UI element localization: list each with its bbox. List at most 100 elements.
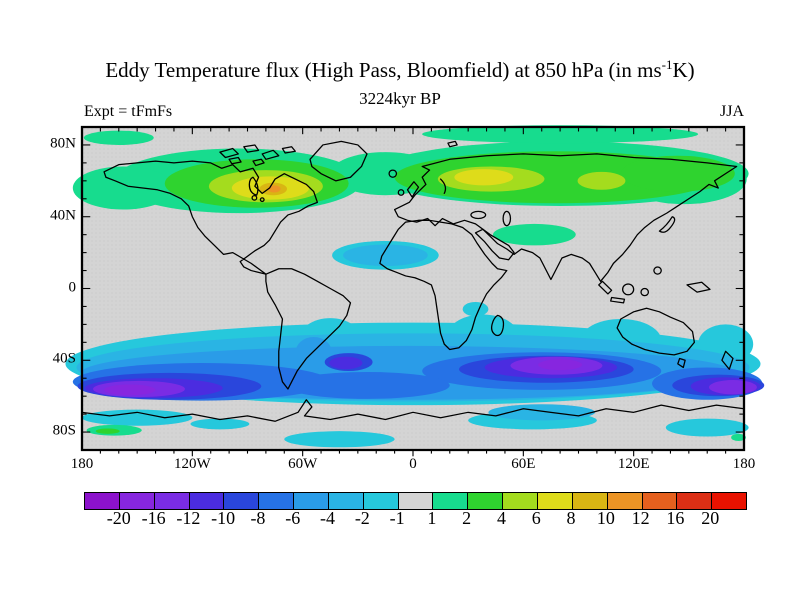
- contour-blob: [731, 433, 746, 442]
- figure-title: Eddy Temperature flux (High Pass, Bloomf…: [0, 57, 800, 83]
- lon-tick-label: 180: [732, 456, 756, 472]
- contour-blob: [492, 223, 576, 246]
- contour-blob: [709, 380, 757, 395]
- colorbar-cell: [537, 493, 573, 509]
- contour-blob: [422, 125, 699, 144]
- coastline: [653, 266, 662, 275]
- coastline: [616, 307, 695, 356]
- title-superscript: -1: [661, 57, 673, 72]
- map-plot-area: [65, 125, 765, 457]
- coastline: [309, 140, 368, 182]
- contour-blob: [665, 418, 749, 437]
- contour-blob: [343, 244, 428, 267]
- colorbar-tick-label: -2: [354, 508, 370, 528]
- title-suffix: K): [672, 58, 695, 82]
- contour-blob: [284, 371, 450, 399]
- colorbar-tick-label: 2: [462, 508, 472, 528]
- caspian-sea-outline: [502, 210, 512, 227]
- contour-blob: [454, 169, 514, 186]
- coastline: [640, 287, 650, 297]
- contour-blob: [267, 185, 281, 193]
- map-svg: [65, 125, 765, 457]
- contour-blob: [488, 404, 596, 421]
- coastline-group: [81, 140, 745, 422]
- lon-tick-label: 60E: [511, 456, 536, 472]
- contour-blob: [72, 166, 174, 210]
- coastline: [490, 314, 505, 337]
- colorbar-cell: [224, 493, 260, 509]
- contour-blob: [95, 428, 120, 434]
- coastline: [721, 350, 734, 370]
- colorbar-tick-label: 16: [666, 508, 685, 528]
- experiment-label: Expt = tFmFs: [84, 103, 173, 120]
- colorbar-cell: [363, 493, 399, 509]
- coastline: [393, 153, 738, 282]
- colorbar-cell: [433, 493, 469, 509]
- coastline: [406, 181, 420, 198]
- contour-blob: [83, 130, 154, 145]
- colorbar-tick-label: 12: [631, 508, 650, 528]
- colorbar-cell: [119, 493, 155, 509]
- colorbar-tick-label: 6: [531, 508, 541, 528]
- lon-tick-label: 60W: [288, 456, 318, 472]
- coastline: [103, 160, 319, 275]
- figure-subtitle: 3224kyr BP: [359, 89, 441, 108]
- colorbar-cell: [572, 493, 608, 509]
- colorbar-tick-label: -1: [389, 508, 405, 528]
- colorbar-cell: [398, 493, 434, 509]
- colorbar-tick-label: -10: [211, 508, 236, 528]
- colorbar-cell: [503, 493, 538, 509]
- colorbar-cell: [189, 493, 225, 509]
- colorbar-cell: [154, 493, 190, 509]
- colorbar-tick-label: 20: [701, 508, 720, 528]
- season-label: JJA: [719, 103, 744, 120]
- colorbar-tick-label: -20: [106, 508, 131, 528]
- colorbar-cell: [328, 493, 364, 509]
- coastline: [81, 399, 745, 422]
- lon-tick-label: 120E: [617, 456, 650, 472]
- coastline: [598, 280, 613, 295]
- colorbar-tick-label: -12: [176, 508, 201, 528]
- lat-tick-label: 80N: [50, 135, 76, 152]
- coastline: [677, 357, 686, 369]
- lat-tick-label: 40N: [50, 207, 76, 224]
- contour-blob: [462, 301, 489, 317]
- colorbar-tick-label: 10: [596, 508, 615, 528]
- map-frame: [80, 125, 746, 452]
- coastline: [379, 219, 508, 351]
- coastline: [219, 147, 239, 159]
- colorbar-tick-label: -6: [285, 508, 301, 528]
- contour-blob: [82, 409, 193, 426]
- coastline: [265, 268, 352, 390]
- coastline: [658, 216, 676, 233]
- contour-blob: [190, 418, 250, 430]
- coastline: [228, 156, 242, 165]
- colorbar-tick-label: -4: [320, 508, 336, 528]
- lat-tick-label: 80S: [52, 422, 76, 439]
- contour-blob: [577, 171, 626, 190]
- coastline: [261, 149, 280, 160]
- coastline: [621, 283, 635, 296]
- colorbar-cell: [677, 493, 713, 509]
- colorbar-tick-label: -8: [250, 508, 266, 528]
- contour-blob: [620, 155, 735, 192]
- colorbar: [84, 492, 747, 510]
- coastline: [243, 144, 260, 153]
- colorbar-cell: [259, 493, 295, 509]
- contour-blob: [329, 356, 363, 370]
- colorbar-cell: [712, 493, 747, 509]
- colorbar-cell: [642, 493, 678, 509]
- lon-tick-label: 0: [409, 456, 417, 472]
- contour-blob: [284, 431, 395, 448]
- coastline: [259, 197, 265, 203]
- coastline: [388, 169, 398, 178]
- title-text: Eddy Temperature flux (High Pass, Bloomf…: [105, 58, 662, 82]
- lon-tick-label: 120W: [173, 456, 211, 472]
- coastline: [252, 158, 265, 167]
- colorbar-cell: [607, 493, 643, 509]
- coastline: [610, 296, 626, 304]
- colorbar-tick-label: -16: [141, 508, 166, 528]
- colorbar-cell: [85, 493, 120, 509]
- coastline: [474, 228, 515, 261]
